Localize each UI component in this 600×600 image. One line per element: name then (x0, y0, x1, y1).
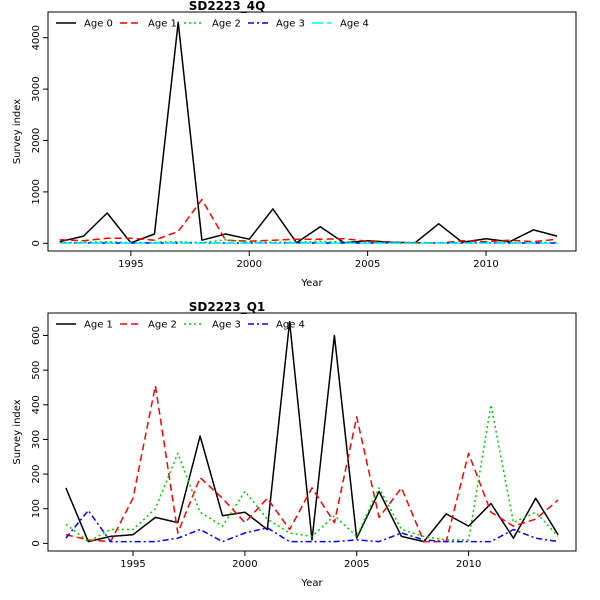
legend-label: Age 3 (276, 19, 305, 30)
x-axis-label: Year (300, 278, 323, 289)
chart-title: SD2223_Q1 (189, 300, 266, 315)
y-tick-label: 300 (31, 430, 42, 449)
legend-label: Age 1 (84, 320, 113, 331)
series-line-age-0 (59, 21, 558, 244)
y-tick-label: 100 (31, 499, 42, 518)
series-line-age-3 (65, 404, 559, 543)
legend-label: Age 0 (84, 19, 113, 30)
y-tick-label: 2000 (31, 128, 42, 153)
series-line-age-4 (65, 509, 559, 543)
x-tick-label: 1995 (120, 559, 145, 570)
x-tick-label: 2005 (355, 259, 380, 270)
legend-label: Age 4 (276, 320, 305, 331)
plot-frame (47, 312, 577, 552)
x-tick-label: 2010 (473, 259, 498, 270)
x-tick-label: 2010 (456, 559, 481, 570)
plot-frame (47, 11, 577, 252)
y-tick-label: 1000 (31, 179, 42, 204)
legend: Age 0 Age 1 Age 2 Age 3 Age 4 (56, 19, 369, 30)
series-line-age-2 (65, 385, 559, 543)
y-axis-label: Survey index (12, 99, 23, 164)
y-tick-label: 0 (31, 540, 42, 546)
series-line-age-1 (65, 320, 559, 543)
y-tick-label: 400 (31, 395, 42, 414)
y-tick-label: 200 (31, 465, 42, 484)
x-tick-label: 1995 (118, 259, 143, 270)
y-tick-label: 600 (31, 326, 42, 345)
y-axis-label: Survey index (12, 399, 23, 464)
x-tick-label: 2000 (237, 259, 262, 270)
series-line-age-1 (59, 198, 558, 245)
legend-label: Age 2 (148, 320, 177, 331)
x-tick-label: 2000 (232, 559, 257, 570)
chart-title: SD2223_4Q (189, 0, 266, 14)
chart-panel-1: SD2223_4Q 1995 2000 2005 2010 0 1000 2000 3000 40… (12, 0, 577, 289)
y-tick-label: 500 (31, 361, 42, 380)
y-tick-label: 4000 (31, 25, 42, 50)
chart-panel-2: SD2223_Q1 1995 2000 2005 2010 0 100 200 300 400 50… (12, 300, 577, 589)
y-tick-label: 0 (31, 240, 42, 246)
y-tick-label: 3000 (31, 76, 42, 101)
x-axis-label: Year (300, 578, 323, 589)
legend-label: Age 1 (148, 19, 177, 30)
x-tick-label: 2005 (344, 559, 369, 570)
legend-label: Age 3 (212, 320, 241, 331)
legend: Age 1 Age 2 Age 3 Age 4 (56, 320, 305, 331)
legend-label: Age 2 (212, 19, 241, 30)
legend-label: Age 4 (340, 19, 369, 30)
